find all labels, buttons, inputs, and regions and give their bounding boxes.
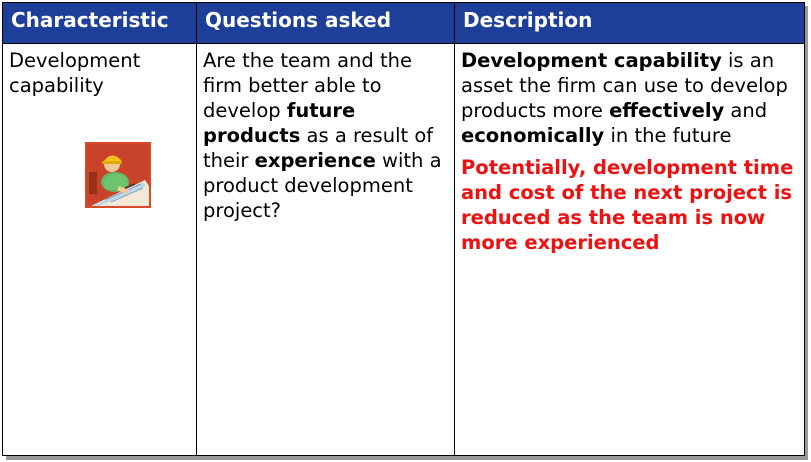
description-text-2: and bbox=[724, 99, 768, 122]
cell-characteristic: Development capability bbox=[2, 43, 197, 456]
description-text-3: in the future bbox=[604, 124, 732, 147]
header-questions-asked: Questions asked bbox=[196, 2, 455, 44]
description-bold-development-capability: Development capability bbox=[461, 49, 722, 72]
questions-bold-experience: experience bbox=[254, 149, 376, 172]
table-row: Development capability bbox=[2, 43, 805, 456]
description-bold-effectively: effectively bbox=[609, 99, 725, 122]
questions-text-3: with a product development project? bbox=[203, 149, 442, 222]
header-row: Characteristic Questions asked Descripti… bbox=[2, 2, 805, 44]
description-highlight: Potentially, development time and cost o… bbox=[461, 156, 794, 254]
questions-text-1: Are the team and the firm better able to… bbox=[203, 49, 412, 122]
questions-bold-future-products: future products bbox=[203, 99, 356, 147]
cell-questions-asked: Are the team and the firm better able to… bbox=[196, 43, 455, 456]
description-text-1: is an asset the firm can use to develop … bbox=[461, 49, 788, 122]
header-characteristic: Characteristic bbox=[2, 2, 197, 44]
characteristics-table: Characteristic Questions asked Descripti… bbox=[2, 2, 805, 456]
description-bold-economically: economically bbox=[461, 124, 605, 147]
cell-description: Development capability is an asset the f… bbox=[454, 43, 805, 456]
characteristic-text: Development capability bbox=[9, 49, 141, 97]
questions-text-2: as a result of their bbox=[203, 124, 434, 172]
worker-drafting-clipart-icon bbox=[85, 142, 151, 208]
header-description: Description bbox=[454, 2, 805, 44]
characteristics-table-container: Characteristic Questions asked Descripti… bbox=[2, 2, 805, 456]
